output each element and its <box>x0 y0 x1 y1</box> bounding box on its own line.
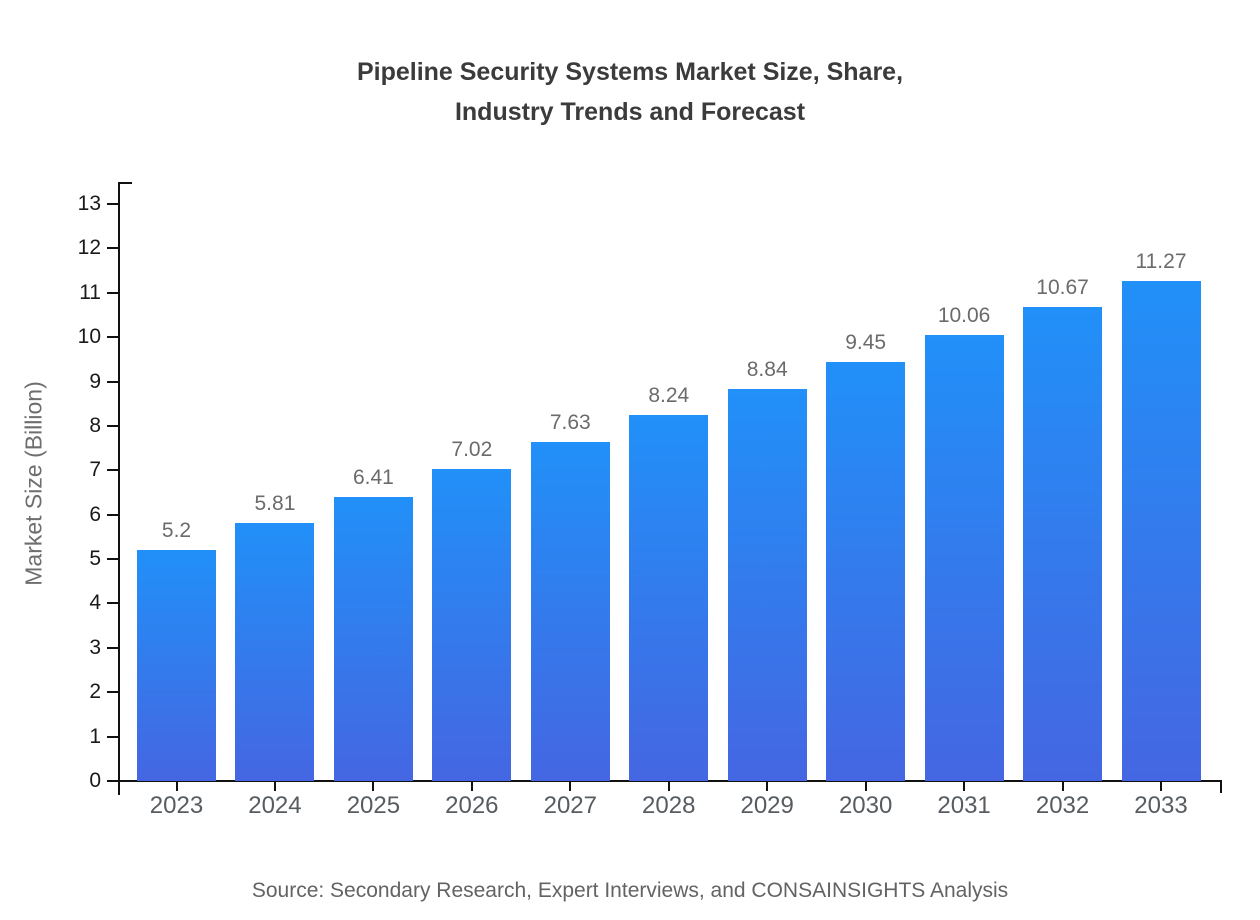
y-axis-line <box>118 182 120 795</box>
bar <box>924 334 1004 781</box>
y-tick-mark <box>107 469 118 472</box>
bar <box>629 415 709 781</box>
x-tick-mark <box>963 781 966 791</box>
bar-value-label: 5.2 <box>161 519 192 543</box>
y-tick-mark <box>107 380 118 383</box>
bar <box>333 496 413 781</box>
y-tick-label: 1 <box>89 724 101 748</box>
x-tick-label: 2030 <box>838 792 893 819</box>
bar-value-label: 8.24 <box>648 384 690 408</box>
x-tick-label: 2029 <box>740 792 794 819</box>
x-axis-line <box>118 780 1222 782</box>
y-tick-label: 6 <box>89 502 101 526</box>
bar-value-label: 11.27 <box>1135 249 1187 273</box>
x-tick-label: 2028 <box>642 792 696 819</box>
bar-value-label: 5.81 <box>254 492 296 516</box>
y-tick-label: 2 <box>89 680 101 704</box>
x-tick-mark <box>1160 781 1162 791</box>
y-tick-label: 10 <box>77 325 101 349</box>
bar <box>1121 280 1201 781</box>
x-tick-label: 2025 <box>346 792 401 819</box>
y-tick-label: 11 <box>79 280 101 304</box>
y-tick-mark <box>107 735 118 738</box>
y-tick-label: 3 <box>89 635 101 659</box>
y-tick-mark <box>107 424 118 427</box>
x-tick-mark <box>667 781 670 791</box>
y-axis-top-cap <box>118 182 132 184</box>
bar <box>235 523 315 781</box>
chart-title: Pipeline Security Systems Market Size, S… <box>356 58 904 126</box>
y-tick-label: 12 <box>77 236 101 260</box>
y-tick-label: 4 <box>89 591 101 615</box>
source-note: Source: Secondary Research, Expert Inter… <box>251 879 1009 902</box>
y-tick-mark <box>107 336 118 339</box>
bar <box>432 469 512 781</box>
y-tick-mark <box>107 513 118 516</box>
bar <box>1023 307 1103 781</box>
y-tick-mark <box>107 558 118 561</box>
x-tick-mark <box>1061 781 1064 791</box>
x-tick-label: 2027 <box>543 792 597 819</box>
y-tick-mark <box>107 691 118 694</box>
x-tick-label: 2033 <box>1134 792 1188 819</box>
y-tick-label: 0 <box>89 769 101 792</box>
x-tick-label: 2032 <box>1035 792 1090 819</box>
y-axis-title: Market Size (Billion) <box>20 381 47 586</box>
bar-value-label: 7.02 <box>451 438 493 462</box>
y-tick-mark <box>107 602 118 605</box>
x-tick-label: 2024 <box>248 792 302 819</box>
y-tick-label: 7 <box>89 458 101 482</box>
x-tick-mark <box>569 781 572 791</box>
x-tick-mark <box>273 781 276 791</box>
bar-value-label: 7.63 <box>549 411 591 435</box>
y-tick-label: 5 <box>89 547 101 571</box>
x-tick-mark <box>470 781 473 791</box>
x-tick-label: 2026 <box>445 792 499 819</box>
y-tick-mark <box>107 203 118 206</box>
x-tick-label: 2023 <box>149 792 204 819</box>
x-tick-mark <box>175 781 178 791</box>
x-tick-mark <box>766 781 769 791</box>
y-tick-label: 8 <box>89 413 101 437</box>
x-tick-label: 2031 <box>937 792 991 819</box>
bar-value-label: 10.67 <box>1036 276 1089 300</box>
x-tick-mark <box>372 781 375 791</box>
y-tick-mark <box>107 780 118 782</box>
y-tick-mark <box>107 247 118 250</box>
bar <box>727 388 807 781</box>
bar-value-label: 8.84 <box>746 357 788 381</box>
y-tick-label: 13 <box>77 192 101 216</box>
bar-value-label: 10.06 <box>937 303 991 327</box>
bar-value-label: 9.45 <box>845 330 887 354</box>
y-tick-mark <box>107 646 118 649</box>
x-tick-mark <box>864 781 867 791</box>
bar-value-label: 6.41 <box>352 465 394 489</box>
y-tick-mark <box>107 291 118 294</box>
x-axis-end-cap <box>1220 780 1222 793</box>
bar <box>826 361 906 781</box>
bar <box>137 550 216 781</box>
y-tick-label: 9 <box>89 369 101 393</box>
bar <box>530 442 610 781</box>
